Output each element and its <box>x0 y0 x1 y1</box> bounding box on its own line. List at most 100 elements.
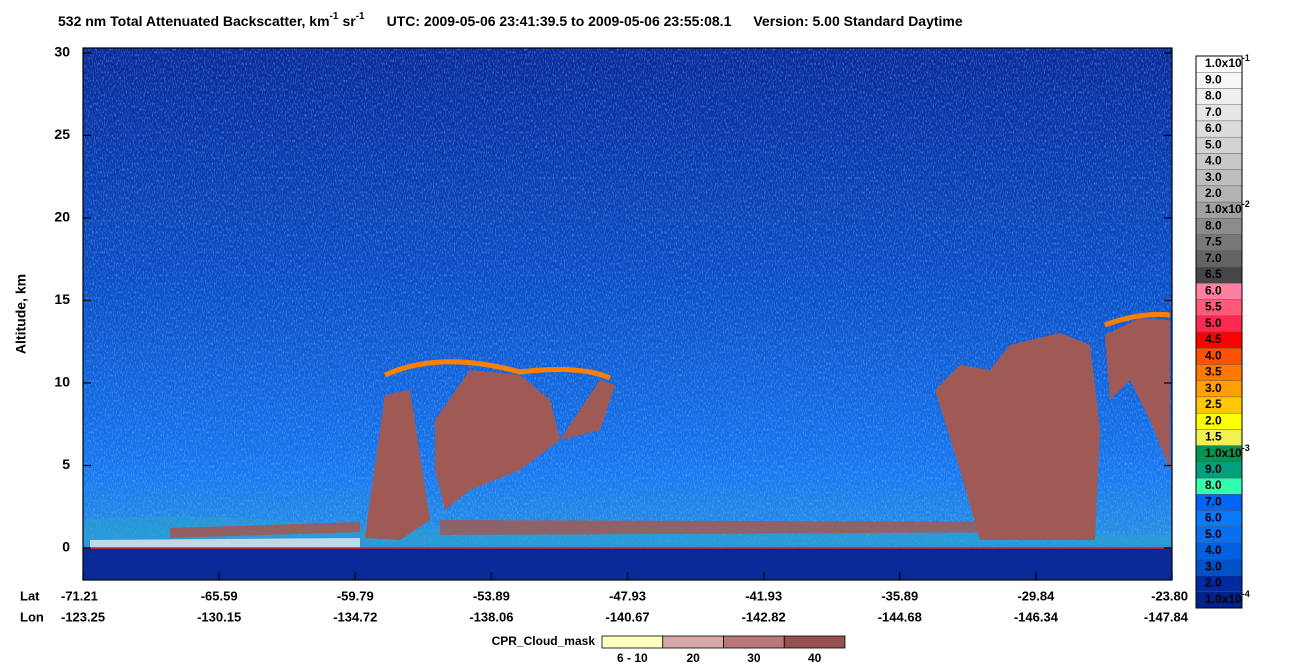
colorbar-label: 3.5 <box>1205 365 1222 379</box>
colorbar-label: 3.0 <box>1205 170 1222 184</box>
chart-title: 532 nm Total Attenuated Backscatter, km-… <box>58 11 963 29</box>
colorbar-label-text: 4.5 <box>1205 332 1222 346</box>
colorbar-exponent: -4 <box>1242 589 1250 599</box>
colorbar-label-text: 1.0x10 <box>1205 202 1242 216</box>
colorbar-label: 6.0 <box>1205 284 1222 298</box>
y-tick-label: 20 <box>54 209 70 225</box>
lat-label: -53.89 <box>473 588 510 603</box>
colorbar-label: 2.0 <box>1205 413 1222 427</box>
cpr-title: CPR_Cloud_mask <box>492 634 596 648</box>
colorbar-label-text: 3.0 <box>1205 560 1222 574</box>
cpr-label: 30 <box>747 651 761 665</box>
colorbar-label-text: 5.0 <box>1205 137 1222 151</box>
colorbar-label-text: 3.0 <box>1205 381 1222 395</box>
lon-label: -123.25 <box>61 609 105 624</box>
colorbar-label-text: 7.0 <box>1205 495 1222 509</box>
lon-label: -138.06 <box>469 609 513 624</box>
cpr-label: 40 <box>808 651 822 665</box>
colorbar-label-text: 1.0x10 <box>1205 592 1242 606</box>
colorbar-label: 7.5 <box>1205 235 1222 249</box>
colorbar-label-text: 4.0 <box>1205 543 1222 557</box>
cpr-swatch <box>662 635 724 649</box>
colorbar-label: 5.5 <box>1205 300 1222 314</box>
colorbar-label-text: 6.5 <box>1205 267 1222 281</box>
colorbar-label: 3.0 <box>1205 560 1222 574</box>
lat-label: -59.79 <box>337 588 374 603</box>
plot-image <box>83 48 1172 580</box>
lon-title: Lon <box>20 609 44 624</box>
colorbar-label: 1.0x10-1 <box>1205 53 1250 70</box>
colorbar-exponent: -1 <box>1242 53 1250 63</box>
colorbar-label-text: 4.0 <box>1205 154 1222 168</box>
colorbar-label: 6.0 <box>1205 121 1222 135</box>
title-exponent: -1 <box>356 11 365 22</box>
colorbar-label: 7.0 <box>1205 105 1222 119</box>
lon-label: -140.67 <box>605 609 649 624</box>
y-tick-label: 30 <box>54 44 70 60</box>
lat-label: -23.80 <box>1151 588 1188 603</box>
colorbar-label: 6.0 <box>1205 511 1222 525</box>
title-exponent: -1 <box>330 11 339 22</box>
colorbar-label-text: 6.0 <box>1205 511 1222 525</box>
colorbar-label-text: 5.0 <box>1205 527 1222 541</box>
cpr-label: 20 <box>686 651 700 665</box>
colorbar-label-text: 2.5 <box>1205 397 1222 411</box>
title-part: 532 nm Total Attenuated Backscatter, km <box>58 13 330 29</box>
cpr-label: 6 - 10 <box>617 651 648 665</box>
colorbar-label: 8.0 <box>1205 89 1222 103</box>
colorbar-label: 1.0x10-4 <box>1205 589 1250 606</box>
lat-title: Lat <box>20 588 40 603</box>
colorbar-label: 2.0 <box>1205 576 1222 590</box>
colorbar-label: 5.0 <box>1205 316 1222 330</box>
colorbar-label-text: 7.5 <box>1205 235 1222 249</box>
y-tick-label: 0 <box>62 539 70 555</box>
colorbar-label-text: 1.0x10 <box>1205 56 1242 70</box>
colorbar-label: 7.0 <box>1205 251 1222 265</box>
cpr-swatch <box>783 635 846 649</box>
lat-label: -35.89 <box>881 588 918 603</box>
colorbar-label: 5.0 <box>1205 137 1222 151</box>
lon-label: -144.68 <box>878 609 922 624</box>
colorbar-label: 9.0 <box>1205 462 1222 476</box>
colorbar-label: 2.0 <box>1205 186 1222 200</box>
colorbar-label: 9.0 <box>1205 73 1222 87</box>
lat-label: -65.59 <box>201 588 238 603</box>
colorbar: 1.0x10-19.08.07.06.05.04.03.02.01.0x10-2… <box>1195 53 1250 609</box>
colorbar-label: 4.5 <box>1205 332 1222 346</box>
colorbar-label-text: 2.0 <box>1205 413 1222 427</box>
colorbar-label-text: 7.0 <box>1205 251 1222 265</box>
colorbar-label-text: 9.0 <box>1205 73 1222 87</box>
lon-label: -142.82 <box>742 609 786 624</box>
colorbar-label: 7.0 <box>1205 495 1222 509</box>
colorbar-label-text: 3.5 <box>1205 365 1222 379</box>
y-tick-label: 15 <box>54 291 70 307</box>
colorbar-label-text: 9.0 <box>1205 462 1222 476</box>
colorbar-label-text: 1.0x10 <box>1205 446 1242 460</box>
y-tick-label: 25 <box>54 126 70 142</box>
colorbar-label: 1.5 <box>1205 430 1222 444</box>
colorbar-label: 1.0x10-2 <box>1205 200 1250 217</box>
y-axis-title: Altitude, km <box>13 274 29 354</box>
colorbar-label: 2.5 <box>1205 397 1222 411</box>
colorbar-exponent: -3 <box>1242 443 1250 453</box>
colorbar-label-text: 6.0 <box>1205 121 1222 135</box>
colorbar-label: 8.0 <box>1205 478 1222 492</box>
colorbar-label-text: 2.0 <box>1205 576 1222 590</box>
colorbar-label: 4.0 <box>1205 154 1222 168</box>
lat-label: -47.93 <box>609 588 646 603</box>
title: 532 nm Total Attenuated Backscatter, km-… <box>58 11 963 29</box>
colorbar-exponent: -2 <box>1242 200 1250 210</box>
colorbar-label-text: 8.0 <box>1205 478 1222 492</box>
lat-label: -71.21 <box>61 588 98 603</box>
y-tick-label: 5 <box>62 456 70 472</box>
cpr-swatch <box>601 635 664 649</box>
y-tick-label: 10 <box>54 374 70 390</box>
lat-label: -41.93 <box>745 588 782 603</box>
lon-label: -130.15 <box>197 609 241 624</box>
title-part: sr <box>342 13 356 29</box>
colorbar-label: 5.0 <box>1205 527 1222 541</box>
colorbar-label: 6.5 <box>1205 267 1222 281</box>
colorbar-label-text: 5.0 <box>1205 316 1222 330</box>
colorbar-label: 4.0 <box>1205 543 1222 557</box>
